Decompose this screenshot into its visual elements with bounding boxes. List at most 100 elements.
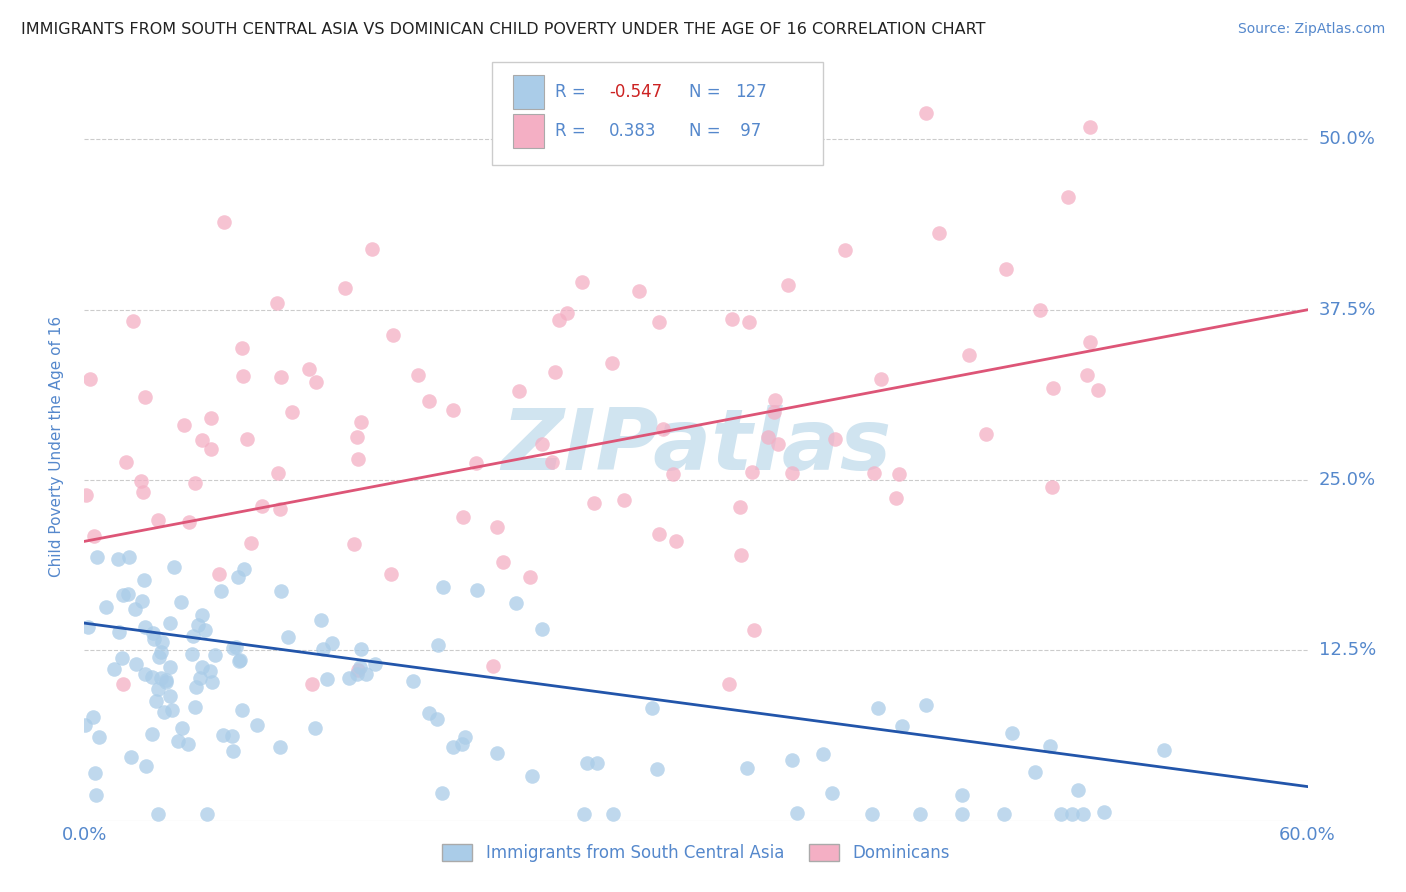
- Point: [346, 664, 368, 678]
- Point: [834, 244, 856, 258]
- Point: [648, 527, 671, 541]
- Point: [170, 595, 193, 609]
- Point: [103, 662, 125, 676]
- Point: [1024, 764, 1046, 779]
- Point: [208, 567, 231, 582]
- Point: [221, 743, 243, 757]
- Point: [134, 390, 156, 404]
- Point: [548, 312, 571, 326]
- Point: [304, 376, 326, 390]
- Point: [232, 562, 254, 576]
- Point: [1087, 384, 1109, 398]
- Point: [270, 370, 292, 384]
- Point: [160, 703, 183, 717]
- Point: [347, 451, 370, 466]
- Point: [780, 753, 803, 767]
- Text: 25.0%: 25.0%: [1319, 471, 1376, 489]
- Point: [124, 602, 146, 616]
- Point: [860, 806, 883, 821]
- Point: [159, 689, 181, 703]
- Point: [1080, 120, 1102, 134]
- Point: [86, 549, 108, 564]
- Point: [153, 705, 176, 719]
- Point: [648, 315, 671, 329]
- Point: [112, 677, 135, 691]
- Point: [360, 243, 382, 257]
- Point: [184, 475, 207, 490]
- Point: [820, 786, 842, 800]
- Point: [613, 492, 636, 507]
- Point: [662, 467, 685, 481]
- Point: [107, 551, 129, 566]
- Point: [824, 432, 846, 446]
- Point: [721, 311, 744, 326]
- Point: [432, 580, 454, 594]
- Point: [89, 731, 111, 745]
- Point: [190, 660, 212, 674]
- Point: [298, 362, 321, 376]
- Point: [177, 737, 200, 751]
- Point: [159, 660, 181, 674]
- Point: [1057, 190, 1080, 204]
- Point: [225, 640, 247, 655]
- Point: [200, 675, 222, 690]
- Point: [544, 365, 567, 379]
- Point: [117, 587, 139, 601]
- Point: [343, 537, 366, 551]
- Point: [914, 698, 936, 712]
- Point: [267, 466, 290, 480]
- Point: [1092, 805, 1115, 820]
- Point: [195, 806, 218, 821]
- Point: [84, 765, 107, 780]
- Point: [141, 727, 163, 741]
- Point: [974, 427, 997, 442]
- Text: 37.5%: 37.5%: [1319, 301, 1376, 318]
- Point: [321, 636, 343, 650]
- Point: [441, 403, 464, 417]
- Point: [229, 653, 252, 667]
- Point: [530, 622, 553, 636]
- Point: [155, 674, 177, 689]
- Point: [134, 620, 156, 634]
- Point: [1071, 806, 1094, 821]
- Point: [465, 582, 488, 597]
- Point: [198, 665, 221, 679]
- Point: [134, 666, 156, 681]
- Point: [240, 536, 263, 550]
- Text: -0.547: -0.547: [609, 83, 662, 101]
- Point: [145, 694, 167, 708]
- Point: [142, 632, 165, 646]
- Point: [426, 638, 449, 652]
- Point: [312, 642, 335, 657]
- Point: [111, 588, 134, 602]
- Point: [301, 677, 323, 691]
- Point: [1153, 743, 1175, 757]
- Point: [77, 620, 100, 634]
- Legend: Immigrants from South Central Asia, Dominicans: Immigrants from South Central Asia, Domi…: [436, 837, 956, 869]
- Point: [231, 703, 253, 717]
- Point: [94, 600, 117, 615]
- Point: [450, 737, 472, 751]
- Point: [346, 666, 368, 681]
- Point: [651, 422, 673, 436]
- Point: [188, 671, 211, 685]
- Point: [508, 384, 530, 399]
- Point: [586, 756, 609, 770]
- Point: [762, 405, 785, 419]
- Point: [173, 418, 195, 433]
- Point: [204, 648, 226, 662]
- Point: [778, 277, 800, 292]
- Point: [950, 789, 973, 803]
- Point: [270, 583, 292, 598]
- Point: [863, 466, 886, 480]
- Point: [146, 681, 169, 696]
- Point: [441, 739, 464, 754]
- Point: [132, 573, 155, 587]
- Point: [401, 673, 423, 688]
- Text: Source: ZipAtlas.com: Source: ZipAtlas.com: [1237, 22, 1385, 37]
- Point: [166, 734, 188, 748]
- Point: [993, 806, 1015, 821]
- Point: [222, 640, 245, 655]
- Point: [728, 500, 751, 515]
- Text: N =: N =: [689, 83, 725, 101]
